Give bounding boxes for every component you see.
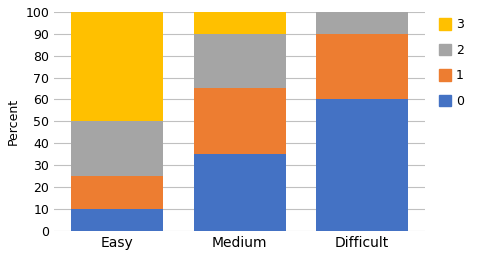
Bar — [194, 12, 286, 34]
Bar — [71, 12, 163, 121]
Bar — [71, 121, 163, 176]
Bar — [316, 99, 408, 231]
Bar — [194, 34, 286, 88]
Bar — [316, 34, 408, 99]
Y-axis label: Percent: Percent — [7, 98, 20, 145]
Bar — [316, 12, 408, 34]
Legend: 3, 2, 1, 0: 3, 2, 1, 0 — [438, 18, 464, 108]
Bar — [194, 88, 286, 154]
Bar — [194, 154, 286, 231]
Bar — [71, 176, 163, 209]
Bar — [71, 209, 163, 231]
